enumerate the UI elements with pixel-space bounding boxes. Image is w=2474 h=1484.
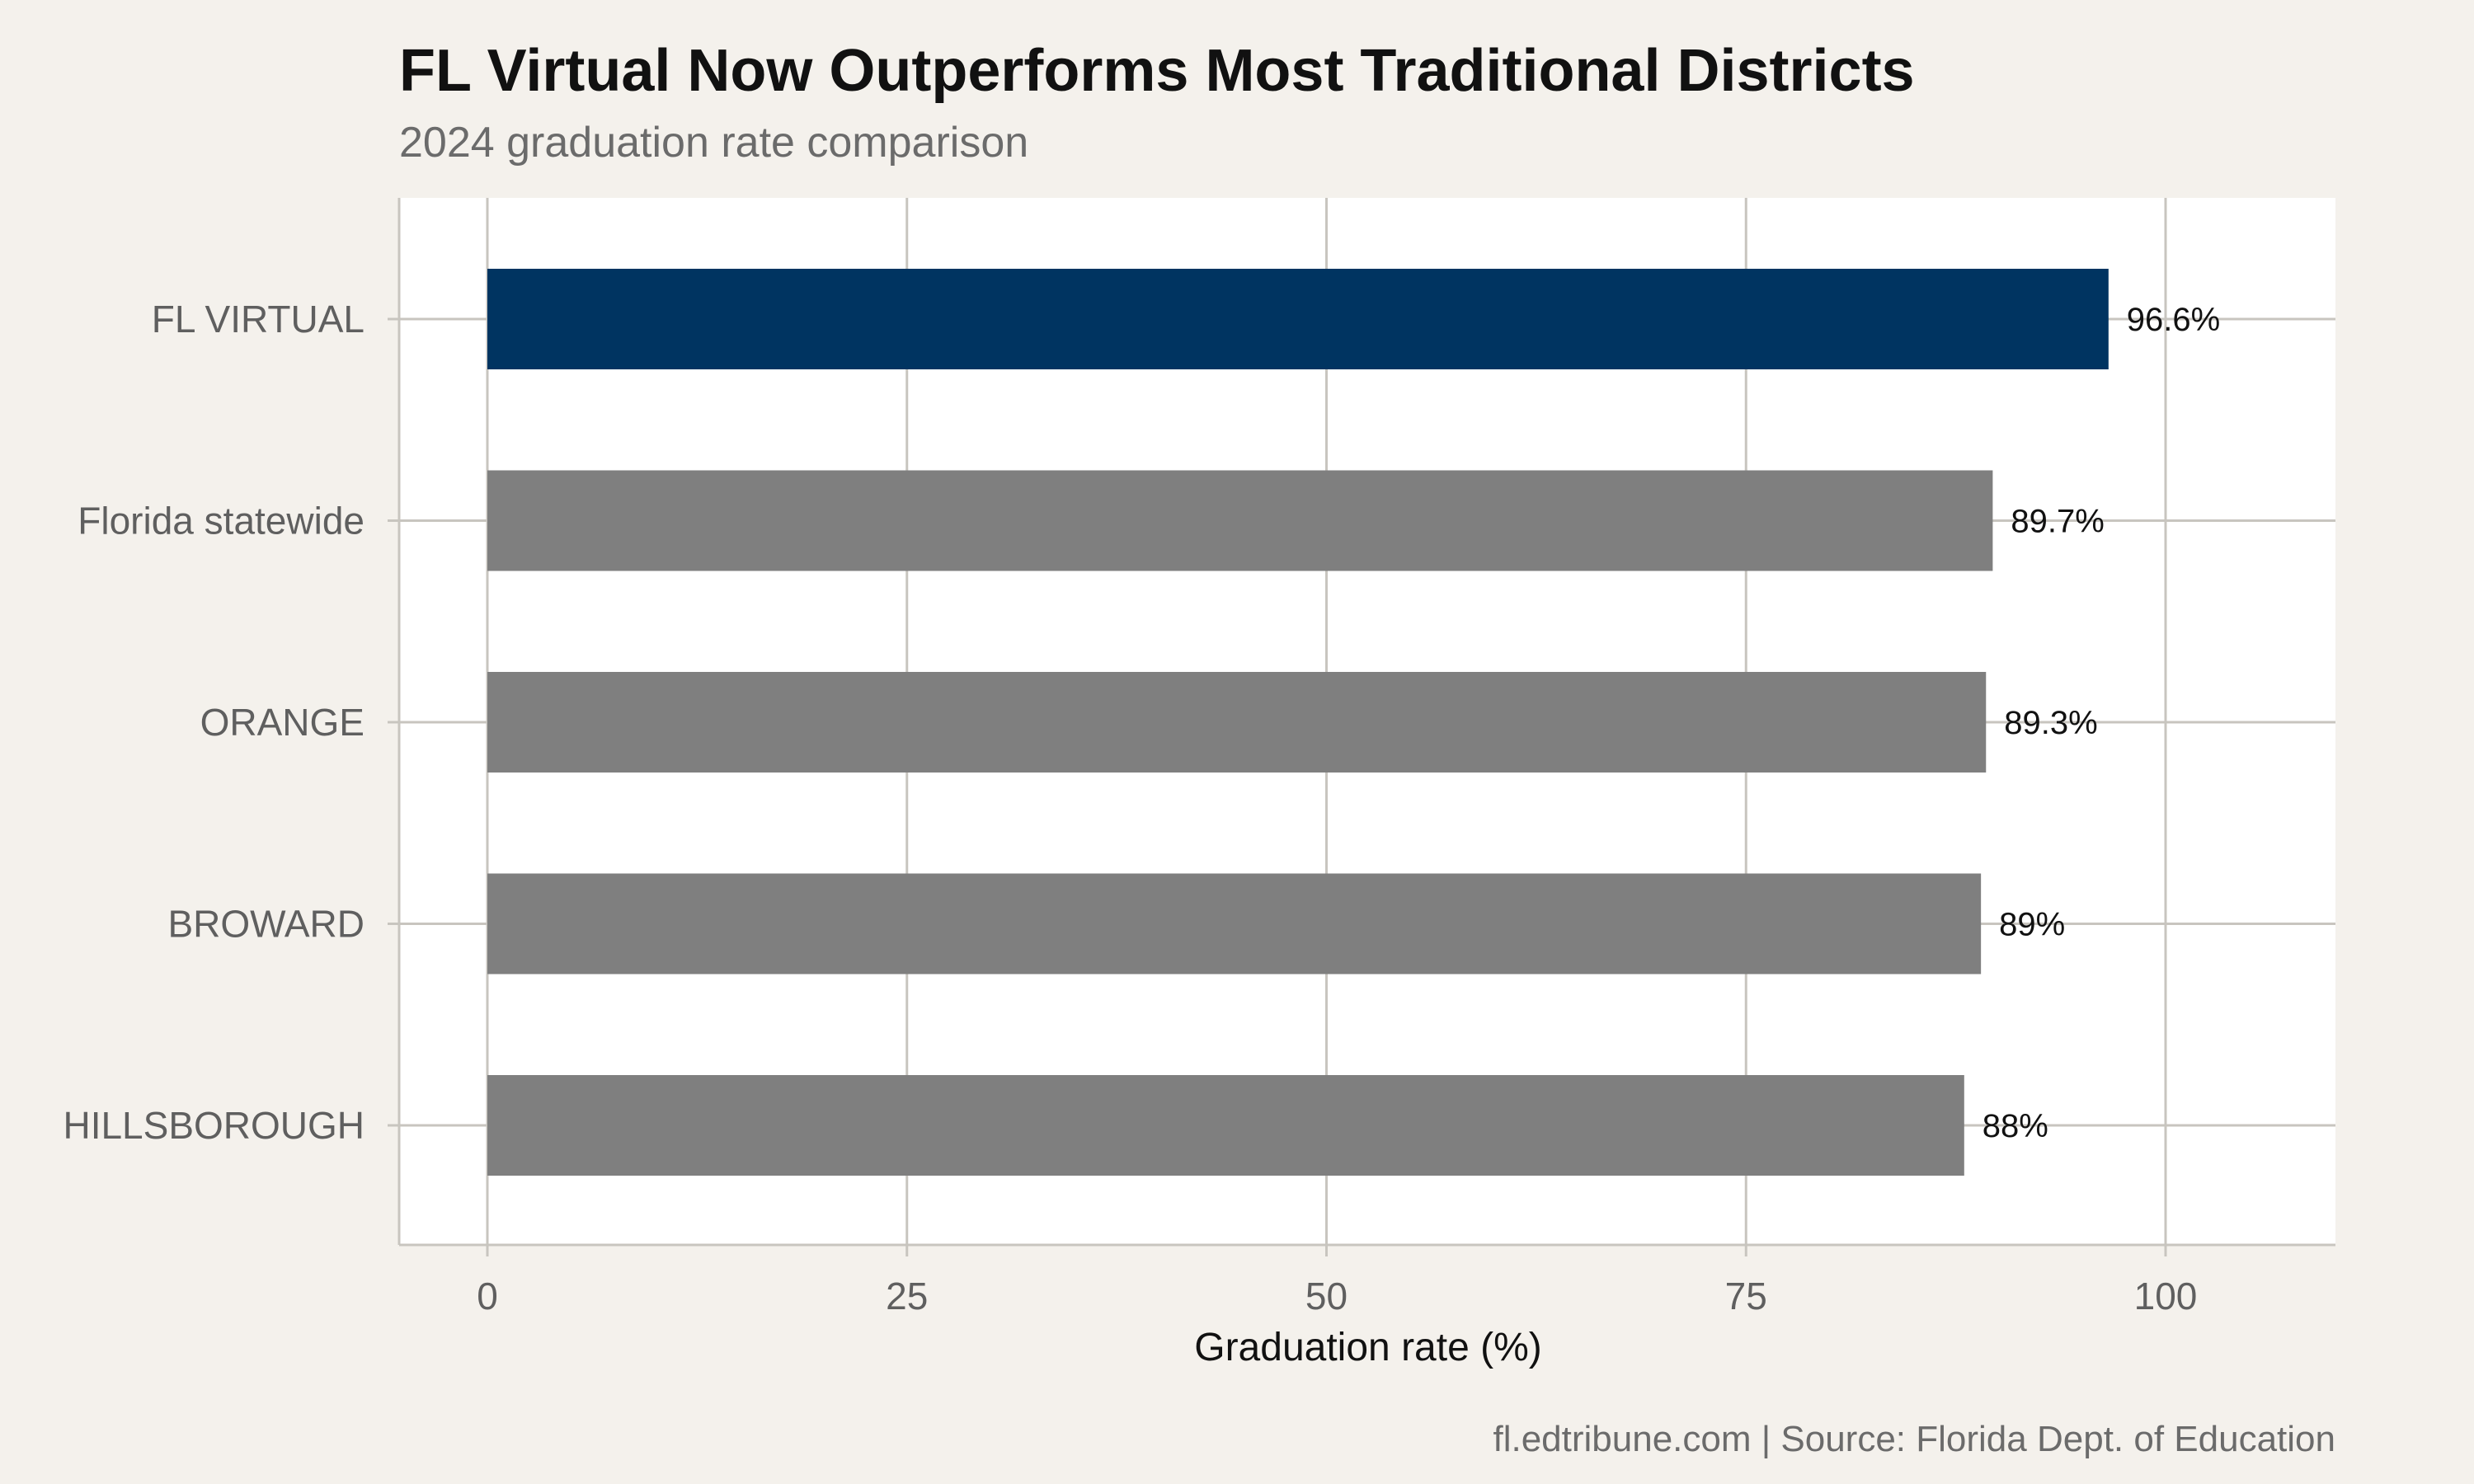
category-label: HILLSBOROUGH <box>63 1104 365 1147</box>
data-labels: 96.6% 89.7% 89.3% 89% 88% <box>1982 302 2220 1144</box>
x-tick-labels: 0 25 50 75 100 <box>477 1275 2197 1317</box>
x-tick-label: 100 <box>2134 1275 2198 1317</box>
x-tick-label: 75 <box>1725 1275 1767 1317</box>
chart-subtitle: 2024 graduation rate comparison <box>399 119 1028 167</box>
category-labels: FL VIRTUAL Florida statewide ORANGE BROWARD… <box>63 298 365 1147</box>
bar <box>487 470 1993 571</box>
data-label: 96.6% <box>2127 302 2220 338</box>
data-label: 89.7% <box>2011 504 2104 540</box>
data-label: 89% <box>1999 907 2065 943</box>
category-label: BROWARD <box>167 903 365 946</box>
bars <box>487 269 2109 1176</box>
x-tick-label: 50 <box>1305 1275 1348 1317</box>
x-axis-title: Graduation rate (%) <box>1194 1326 1542 1369</box>
axes <box>388 198 2335 1256</box>
bar <box>487 672 1987 773</box>
bar <box>487 873 1982 974</box>
x-tick-label: 0 <box>477 1275 498 1317</box>
category-label: FL VIRTUAL <box>152 298 365 340</box>
bar <box>487 1075 1964 1176</box>
category-label: Florida statewide <box>78 500 365 542</box>
chart-caption: fl.edtribune.com | Source: Florida Dept.… <box>1493 1419 2335 1459</box>
x-tick-label: 25 <box>886 1275 928 1317</box>
data-label: 88% <box>1982 1108 2048 1144</box>
data-label: 89.3% <box>2004 705 2097 741</box>
bar <box>487 269 2109 369</box>
category-label: ORANGE <box>200 701 365 744</box>
chart-title: FL Virtual Now Outperforms Most Traditio… <box>399 38 1915 104</box>
